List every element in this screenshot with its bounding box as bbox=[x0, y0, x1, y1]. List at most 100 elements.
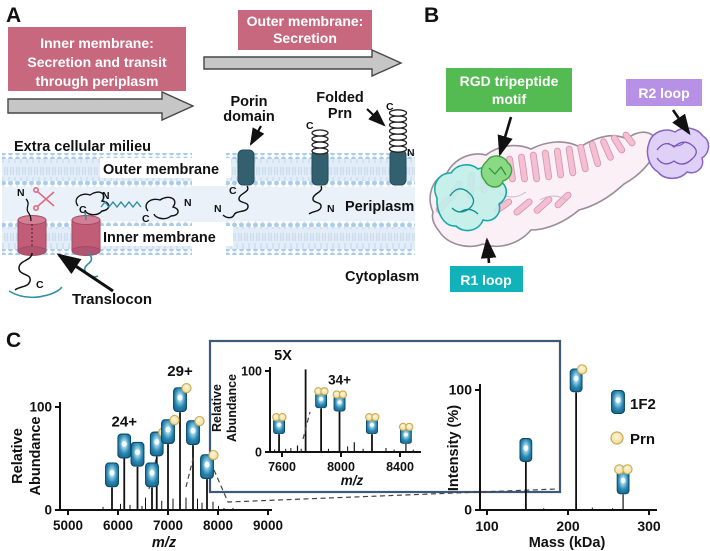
translocon-cylinder-2 bbox=[71, 215, 101, 256]
c-terminus-label: C bbox=[142, 213, 150, 225]
rgd-motif-ribbon bbox=[488, 165, 507, 176]
beta-strand bbox=[610, 134, 626, 154]
y-tick-label: 0 bbox=[44, 503, 52, 518]
charge-state-label: 29+ bbox=[167, 363, 193, 380]
inset-box bbox=[208, 339, 562, 494]
stage1-line3: through periplasm bbox=[36, 73, 159, 89]
y-tick-label: 100 bbox=[449, 382, 473, 398]
rgd-label-box bbox=[446, 68, 572, 112]
porin-domain-label-2: domain bbox=[223, 109, 275, 125]
beta-strand bbox=[553, 147, 565, 179]
cytoplasmic-chain bbox=[14, 252, 33, 291]
1F2-barrel-icon bbox=[130, 441, 145, 467]
beta-strand bbox=[518, 153, 528, 183]
x-tick-label: 200 bbox=[556, 518, 580, 534]
y-tick-label: 0 bbox=[255, 446, 262, 460]
x-tick-label: 7000 bbox=[153, 518, 183, 533]
beta-strand bbox=[565, 145, 577, 177]
beta-strand bbox=[622, 131, 636, 147]
y-tick-label: 100 bbox=[29, 400, 52, 415]
r2-label-box bbox=[626, 79, 702, 106]
y-tick-label: 0 bbox=[464, 502, 472, 518]
prn-coil-large bbox=[388, 109, 408, 153]
stage2-box bbox=[238, 10, 372, 50]
c-terminus-label: C bbox=[36, 279, 44, 291]
prn-icon bbox=[181, 382, 192, 394]
n-terminus-label: N bbox=[17, 187, 25, 199]
stage1-box bbox=[8, 27, 186, 91]
prn-icon bbox=[610, 431, 624, 445]
prn-icon bbox=[208, 449, 219, 461]
cytoplasmic-chain-teal bbox=[8, 286, 63, 299]
main-spectrum-axes: 0 100 5000 6000 7000 8000 9000 bbox=[29, 400, 283, 534]
prn-icon bbox=[320, 387, 329, 396]
stage1-arrow bbox=[7, 90, 195, 122]
inset-ylabel-2: Abundance bbox=[225, 374, 239, 442]
legend-prn-label: Prn bbox=[630, 431, 655, 448]
inset-peak-icons: 34+ bbox=[272, 373, 414, 444]
panel-c-label: C bbox=[6, 329, 21, 352]
x-tick-label: 300 bbox=[637, 518, 661, 534]
mass-xlabel: Mass (kDa) bbox=[529, 535, 606, 551]
1F2-barrel-icon bbox=[519, 438, 533, 462]
charge-state-label: 24+ bbox=[112, 414, 138, 431]
beta-strand bbox=[513, 198, 533, 216]
polypeptide-squiggle bbox=[308, 185, 323, 215]
inset-xlabel: m/z bbox=[341, 473, 364, 488]
beta-strand bbox=[541, 149, 553, 181]
main-xlabel: m/z bbox=[152, 535, 177, 551]
r2-arrow bbox=[671, 109, 691, 136]
n-terminus-label: N bbox=[184, 197, 192, 209]
prn-coil-small bbox=[311, 129, 329, 155]
inset-scale-note: 5X bbox=[274, 348, 292, 364]
prn-icon bbox=[194, 415, 205, 427]
inset-peaks bbox=[274, 369, 414, 452]
stage1-line1: Inner membrane: bbox=[40, 35, 154, 51]
c-terminus-label: C bbox=[386, 101, 394, 113]
polypeptide-squiggle bbox=[145, 196, 179, 220]
prn-icon bbox=[622, 464, 633, 475]
x-tick-label: 5000 bbox=[53, 518, 83, 533]
porin-domain-label-1: Porin bbox=[230, 94, 267, 110]
loop-hint bbox=[539, 195, 567, 201]
n-terminus-label: N bbox=[214, 203, 222, 215]
c-terminus-label: C bbox=[229, 185, 237, 197]
r2-loop-ribbon bbox=[667, 142, 685, 147]
stage2-line1: Outer membrane: bbox=[247, 13, 364, 29]
inner-membrane-chip bbox=[100, 226, 233, 246]
x-tick-label: 8400 bbox=[386, 460, 414, 474]
outer-membrane-label: Outer membrane bbox=[103, 162, 219, 178]
prn-icon bbox=[405, 422, 414, 432]
stage1-line2: Secretion and transit bbox=[27, 54, 167, 70]
folded-prn-arrow bbox=[366, 108, 386, 127]
x-tick-label: 7600 bbox=[268, 460, 296, 474]
prn-icon bbox=[371, 413, 380, 422]
periplasm-region bbox=[2, 186, 415, 222]
r1-label: R1 loop bbox=[460, 272, 511, 288]
1F2-barrel-icon bbox=[105, 462, 119, 488]
rgd-label-2: motif bbox=[492, 91, 527, 107]
r1-loop-ribbon bbox=[459, 208, 479, 215]
x-tick-label: 6000 bbox=[103, 518, 133, 533]
main-ylabel-1: Relative bbox=[10, 428, 26, 484]
legend-1f2-label: 1F2 bbox=[630, 396, 656, 413]
polypeptide-squiggle bbox=[222, 185, 249, 219]
panel-b: B RGD tripeptide motif R2 loop R1 loop bbox=[424, 4, 710, 292]
beta-strand bbox=[600, 138, 614, 161]
x-tick-label: 8000 bbox=[327, 460, 355, 474]
1F2-barrel-icon bbox=[117, 433, 132, 459]
main-ylabel-2: Abundance bbox=[28, 417, 44, 496]
extracellular-label: Extra cellular milieu bbox=[14, 139, 151, 155]
prn-icon bbox=[576, 364, 588, 375]
legend: 1F2 Prn bbox=[610, 390, 656, 448]
folded-prn-label-2: Prn bbox=[328, 106, 352, 122]
c-terminus-label: C bbox=[79, 204, 87, 216]
beta-strand bbox=[533, 196, 553, 214]
panel-b-label: B bbox=[424, 4, 439, 27]
main-peak-icons: 24+ 29+ bbox=[105, 363, 219, 488]
panel-a: A Inner membrane: Secretion and transit … bbox=[2, 4, 419, 308]
y-tick-label: 100 bbox=[241, 365, 262, 379]
